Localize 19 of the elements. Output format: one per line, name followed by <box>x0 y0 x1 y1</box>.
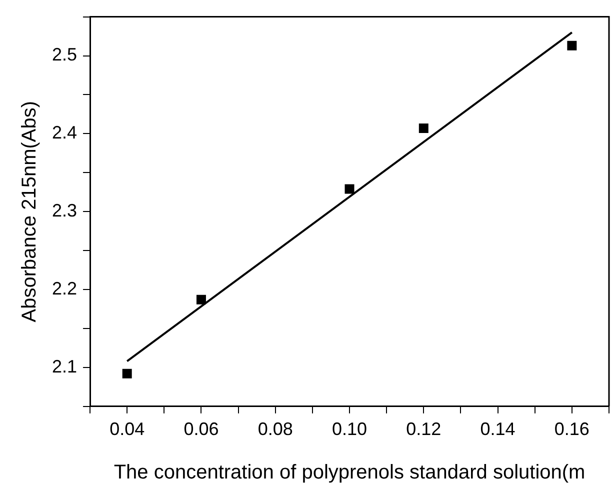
x-tick-label: 0.06 <box>184 419 219 440</box>
y-tick-label: 2.3 <box>52 200 78 221</box>
point <box>418 123 428 133</box>
x-tick-label: 0.10 <box>332 419 368 440</box>
point <box>567 40 577 50</box>
x-axis-title: The concentration of polyprenols standard solution(m <box>114 462 586 484</box>
y-axis-title: Absorbance 215nm(Abs) <box>18 100 41 322</box>
y-tick-label: 2.4 <box>52 122 78 143</box>
point <box>344 184 354 194</box>
x-tick-label: 0.08 <box>258 419 293 440</box>
x-tick-label: 0.04 <box>110 419 145 440</box>
x-tick-label: 0.16 <box>554 419 590 440</box>
x-tick-label: 0.12 <box>406 419 442 440</box>
y-tick-label: 2.1 <box>52 356 78 376</box>
point <box>122 368 132 378</box>
y-tick-label: 2.2 <box>52 278 78 298</box>
x-tick-label: 0.14 <box>480 419 516 440</box>
y-tick-label: 2.5 <box>52 44 78 65</box>
point <box>196 294 206 304</box>
